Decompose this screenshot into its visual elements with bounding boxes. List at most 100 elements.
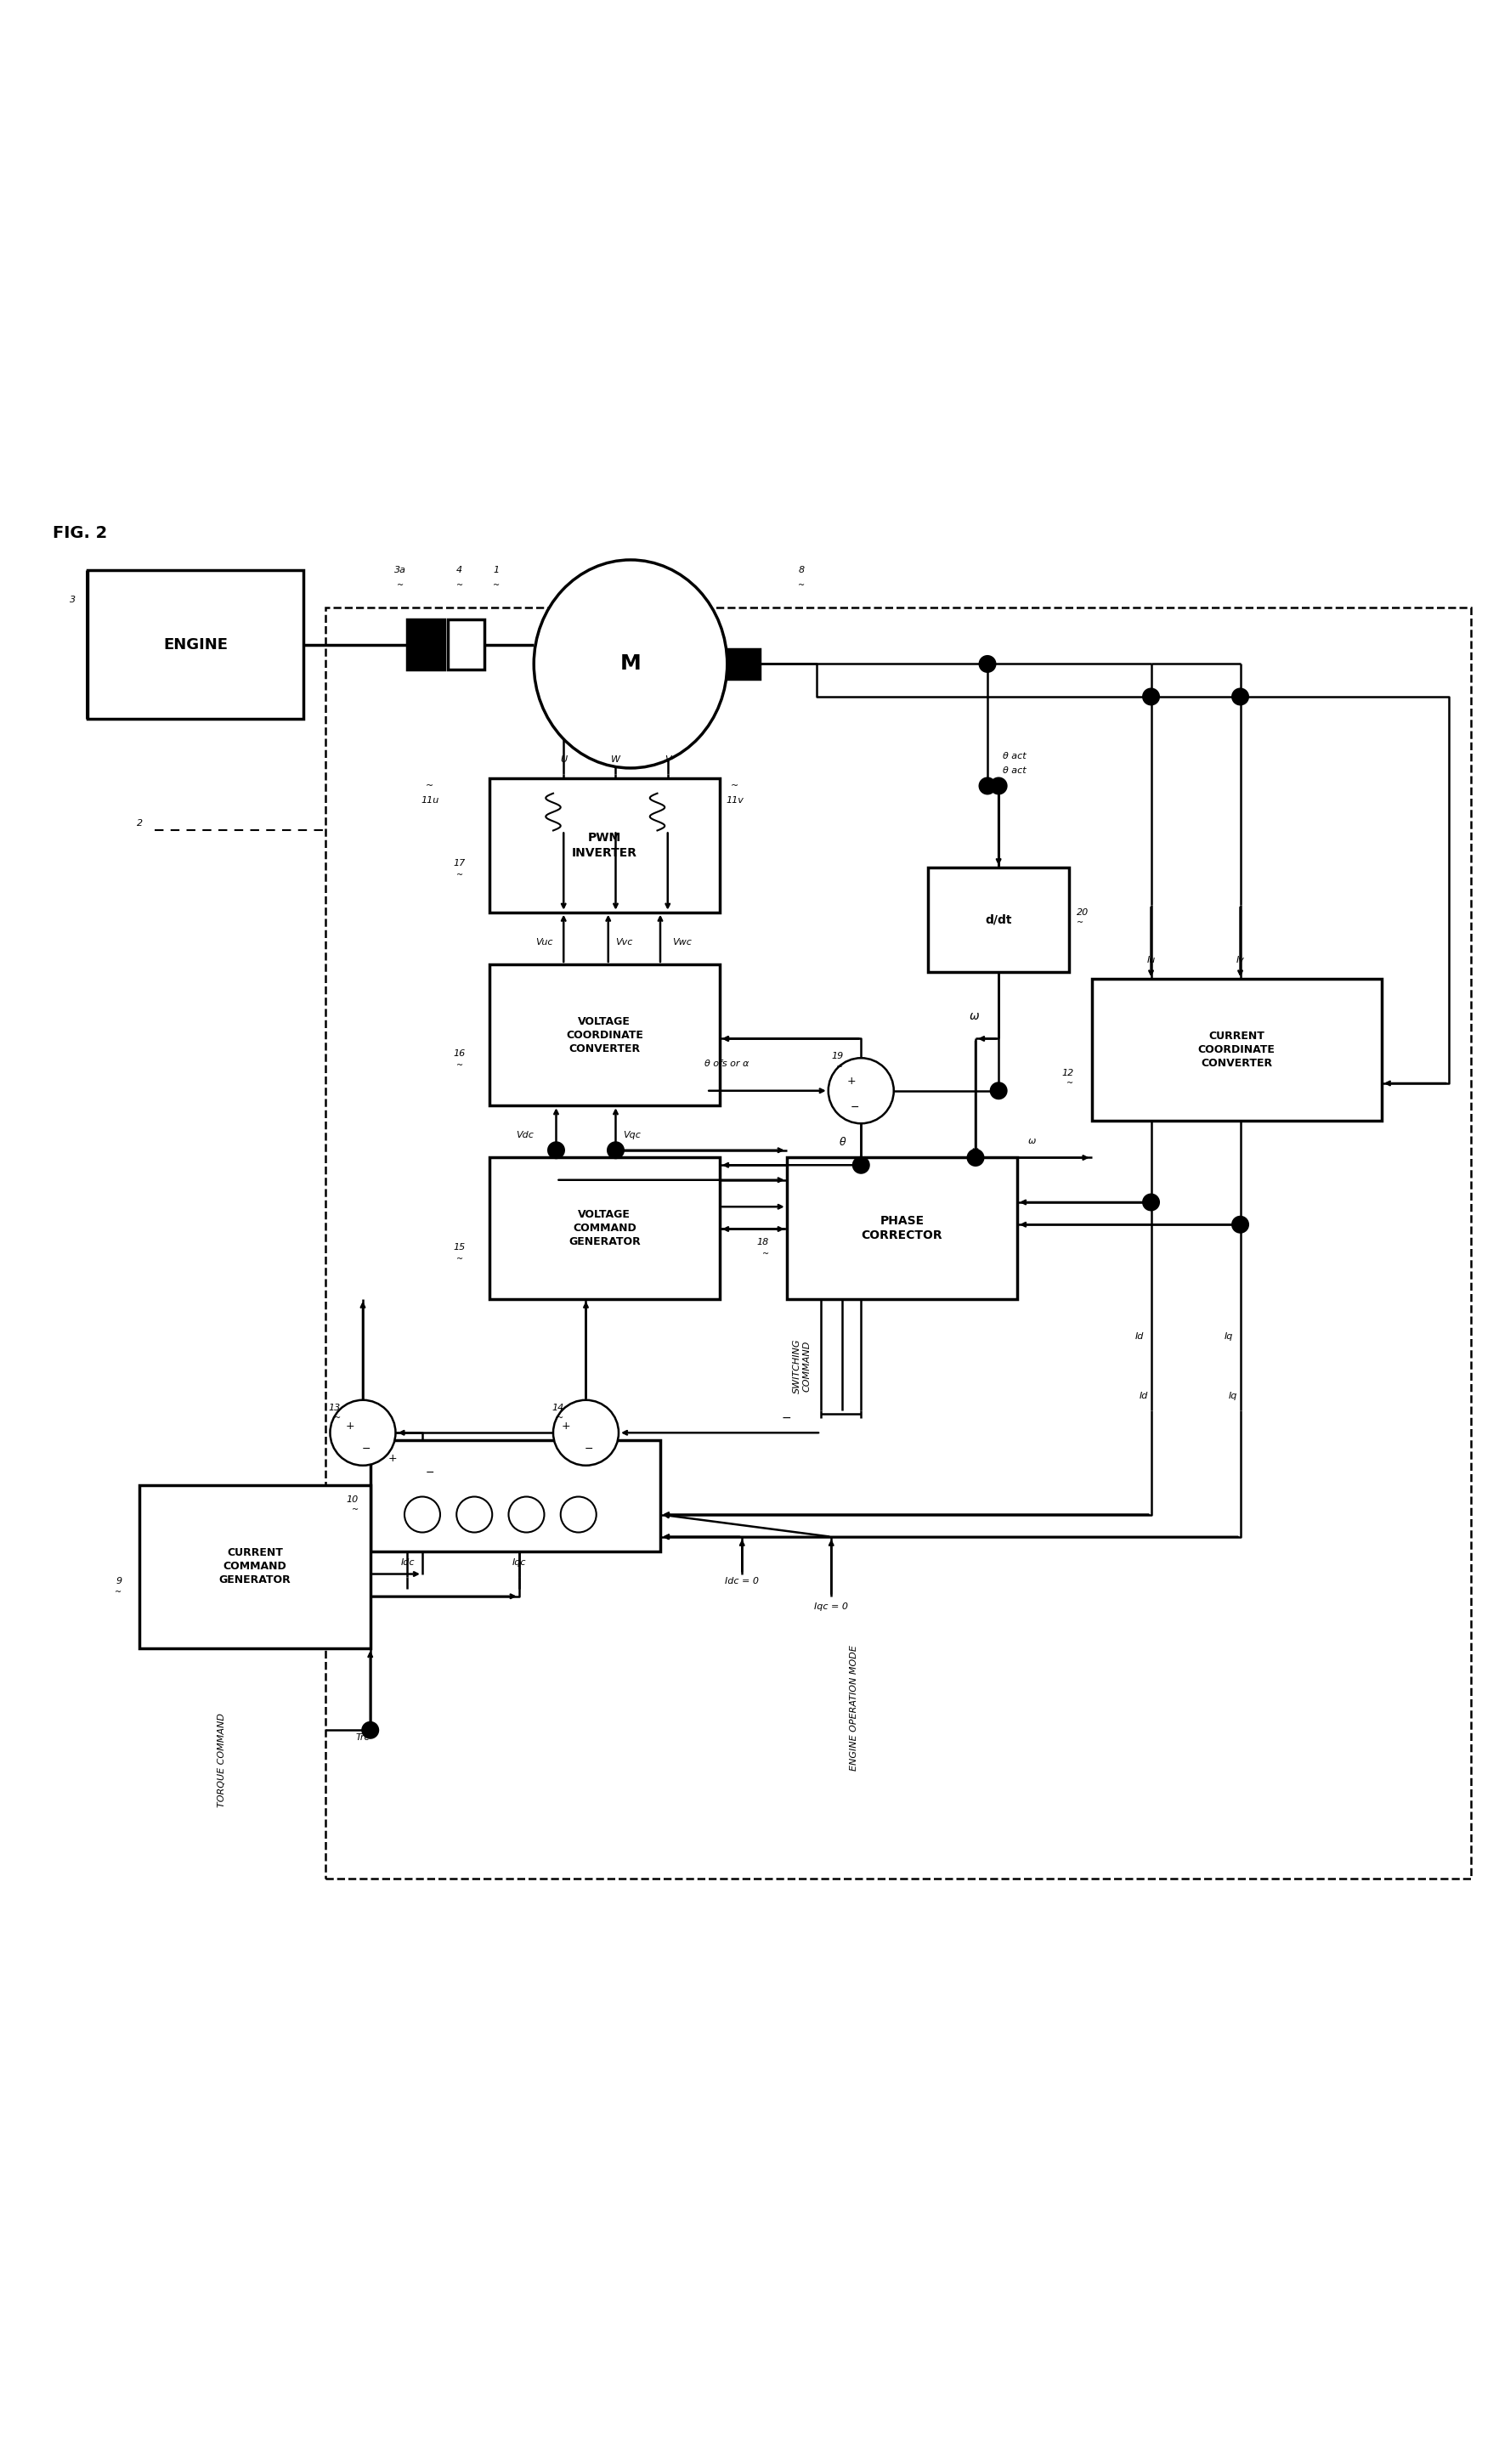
Circle shape: [851, 1156, 869, 1173]
Text: ~: ~: [456, 1062, 463, 1069]
Text: 11v: 11v: [726, 796, 744, 806]
Text: 10: 10: [346, 1496, 358, 1503]
Text: 2: 2: [136, 818, 142, 828]
Text: Iq: Iq: [1225, 1333, 1232, 1340]
Text: +: +: [847, 1074, 856, 1087]
Text: 12: 12: [1061, 1069, 1073, 1077]
Text: PWM
INVERTER: PWM INVERTER: [571, 833, 637, 857]
Text: Vvc: Vvc: [616, 939, 633, 946]
Text: −: −: [426, 1469, 435, 1478]
FancyBboxPatch shape: [727, 648, 760, 680]
FancyBboxPatch shape: [787, 1158, 1018, 1299]
Text: θ ofs or α: θ ofs or α: [705, 1060, 750, 1069]
Text: Vuc: Vuc: [535, 939, 553, 946]
Text: ω: ω: [970, 1010, 979, 1023]
Text: CURRENT
COMMAND
GENERATOR: CURRENT COMMAND GENERATOR: [219, 1547, 291, 1587]
Text: 17: 17: [453, 860, 466, 867]
Text: Vwc: Vwc: [672, 939, 691, 946]
Text: V: V: [664, 754, 672, 764]
Text: ~: ~: [730, 781, 739, 791]
Circle shape: [829, 1057, 893, 1124]
Text: +: +: [388, 1451, 397, 1464]
Text: ~: ~: [556, 1414, 564, 1422]
FancyBboxPatch shape: [489, 963, 720, 1106]
Text: ENGINE OPERATION MODE: ENGINE OPERATION MODE: [850, 1646, 857, 1772]
Circle shape: [1231, 687, 1249, 705]
Text: ω: ω: [1028, 1138, 1036, 1146]
Text: Idc: Idc: [400, 1557, 414, 1567]
Circle shape: [457, 1496, 492, 1533]
Text: −: −: [850, 1101, 859, 1114]
Text: 14: 14: [552, 1402, 564, 1412]
Text: ~: ~: [493, 582, 501, 589]
Text: ~: ~: [426, 781, 433, 791]
Text: −: −: [782, 1412, 791, 1424]
FancyBboxPatch shape: [408, 618, 445, 670]
FancyBboxPatch shape: [928, 867, 1069, 971]
Text: ~: ~: [351, 1506, 358, 1515]
Circle shape: [979, 776, 997, 796]
Text: ~: ~: [797, 582, 805, 589]
Text: Iv: Iv: [1237, 956, 1244, 963]
Text: −: −: [585, 1444, 594, 1454]
Text: 13: 13: [328, 1402, 340, 1412]
FancyBboxPatch shape: [489, 1158, 720, 1299]
Circle shape: [330, 1400, 396, 1466]
Text: ~: ~: [836, 1062, 844, 1072]
Text: 11u: 11u: [421, 796, 439, 806]
Text: ~: ~: [1076, 919, 1084, 926]
Circle shape: [561, 1496, 597, 1533]
Text: 3a: 3a: [394, 567, 406, 574]
Text: PHASE
CORRECTOR: PHASE CORRECTOR: [862, 1215, 943, 1242]
Text: 3: 3: [70, 596, 76, 604]
Circle shape: [1142, 687, 1160, 705]
Text: VOLTAGE
COORDINATE
CONVERTER: VOLTAGE COORDINATE CONVERTER: [567, 1015, 643, 1055]
Text: +: +: [345, 1422, 354, 1432]
Text: M: M: [621, 653, 642, 675]
Text: 9: 9: [115, 1577, 121, 1587]
Text: 16: 16: [453, 1050, 466, 1057]
Text: 8: 8: [799, 567, 805, 574]
Text: Iu: Iu: [1147, 956, 1156, 963]
FancyBboxPatch shape: [448, 618, 484, 670]
Text: W: W: [612, 754, 621, 764]
Text: d/dt: d/dt: [985, 914, 1012, 926]
Text: ~: ~: [456, 870, 463, 880]
Text: Vdc: Vdc: [516, 1131, 534, 1138]
Circle shape: [547, 1141, 565, 1158]
Text: ~: ~: [761, 1249, 769, 1259]
Text: 20: 20: [1076, 909, 1088, 917]
Text: Iqc: Iqc: [513, 1557, 526, 1567]
Text: Vqc: Vqc: [624, 1131, 642, 1138]
Text: SWITCHING
COMMAND: SWITCHING COMMAND: [793, 1338, 811, 1392]
Text: +: +: [562, 1422, 571, 1432]
Circle shape: [607, 1141, 625, 1158]
Text: FIG. 2: FIG. 2: [52, 525, 108, 542]
Ellipse shape: [534, 559, 727, 769]
Circle shape: [553, 1400, 619, 1466]
Text: ~: ~: [397, 582, 403, 589]
Text: θ act: θ act: [1003, 752, 1025, 761]
Text: ~: ~: [115, 1587, 121, 1597]
Text: U: U: [561, 754, 567, 764]
Circle shape: [508, 1496, 544, 1533]
FancyBboxPatch shape: [1091, 978, 1382, 1121]
Text: 4: 4: [457, 567, 463, 574]
Text: 19: 19: [830, 1052, 844, 1062]
Text: ~: ~: [334, 1414, 340, 1422]
Circle shape: [989, 776, 1007, 796]
Text: ~: ~: [456, 1254, 463, 1264]
Text: CURRENT
COORDINATE
CONVERTER: CURRENT COORDINATE CONVERTER: [1198, 1030, 1276, 1069]
Circle shape: [1142, 1193, 1160, 1212]
Text: −: −: [361, 1444, 370, 1454]
Text: 15: 15: [453, 1242, 466, 1252]
FancyBboxPatch shape: [139, 1486, 370, 1648]
FancyBboxPatch shape: [88, 569, 303, 719]
Text: Id: Id: [1139, 1392, 1148, 1400]
Text: Trc: Trc: [355, 1732, 370, 1742]
Text: Idc = 0: Idc = 0: [726, 1577, 758, 1587]
Text: ~: ~: [456, 582, 463, 589]
Text: ~: ~: [1067, 1079, 1073, 1087]
FancyBboxPatch shape: [370, 1439, 660, 1552]
Circle shape: [1231, 1215, 1249, 1234]
